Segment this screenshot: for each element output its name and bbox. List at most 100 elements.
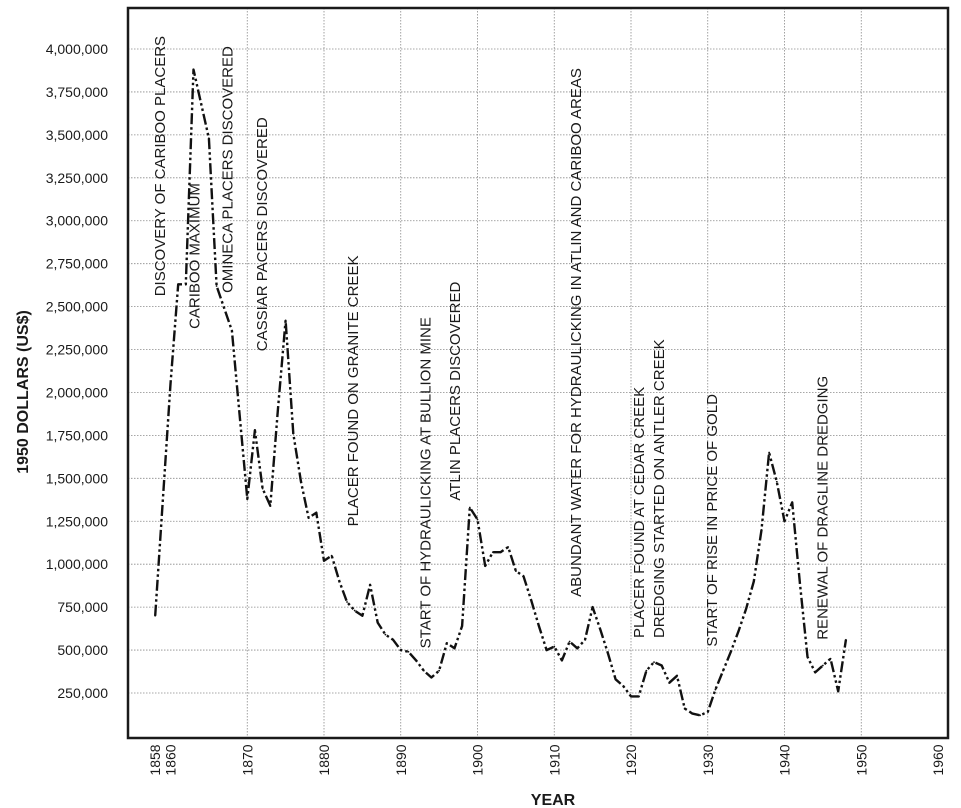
- x-tick-label: 1858: [147, 744, 163, 775]
- event-annotation: START OF HYDRAULICKING AT BULLION MINE: [418, 317, 435, 648]
- data-point: [576, 647, 579, 650]
- data-point: [476, 518, 479, 521]
- data-point: [714, 688, 717, 691]
- event-annotation: START OF RISE IN PRICE OF GOLD: [704, 394, 721, 647]
- y-tick-label: 2,250,000: [46, 342, 108, 358]
- data-point: [445, 642, 448, 645]
- data-point: [522, 575, 525, 578]
- data-point: [683, 707, 686, 710]
- data-point: [568, 640, 571, 643]
- data-point: [729, 650, 732, 653]
- y-tick-label: 3,250,000: [46, 170, 108, 186]
- y-tick-label: 4,000,000: [46, 41, 108, 57]
- x-tick-label: 1860: [163, 744, 179, 775]
- data-point: [599, 628, 602, 631]
- data-point: [376, 621, 379, 624]
- data-point: [783, 520, 786, 523]
- data-point: [837, 690, 840, 693]
- y-tick-label: 1,250,000: [46, 513, 108, 529]
- data-point: [622, 685, 625, 688]
- data-point: [691, 712, 694, 715]
- x-tick-label: 1870: [239, 744, 255, 775]
- data-point: [330, 554, 333, 557]
- data-point: [668, 681, 671, 684]
- data-point: [169, 382, 172, 385]
- data-point: [184, 283, 187, 286]
- data-point: [422, 669, 425, 672]
- data-point: [315, 511, 318, 514]
- x-tick-label: 1960: [930, 744, 946, 775]
- y-tick-label: 2,000,000: [46, 384, 108, 400]
- event-annotations: DISCOVERY OF CARIBOO PLACERS CARIBOO MAXI…: [152, 36, 831, 648]
- y-tick-label: 2,500,000: [46, 299, 108, 315]
- data-point: [231, 329, 233, 332]
- data-point: [545, 649, 548, 651]
- data-point: [760, 528, 763, 531]
- y-tick-label: 1,500,000: [46, 470, 108, 486]
- y-axis-ticks: 250,000 500,000 750,000 1,000,000 1,250,000 1…: [46, 41, 109, 701]
- data-point: [530, 599, 533, 602]
- x-tick-label: 1880: [316, 744, 332, 775]
- data-point: [630, 695, 632, 698]
- data-point: [699, 714, 701, 717]
- data-point: [676, 674, 678, 677]
- event-annotation: CASSIAR PACERS DISCOVERED: [254, 117, 271, 351]
- x-axis-ticks: 1858 1860 1870 1880 1890 1900 1910 1920 1930 1940…: [147, 744, 946, 775]
- plot-frame: [126, 6, 950, 740]
- data-point: [346, 601, 348, 603]
- data-point: [499, 551, 502, 554]
- data-point: [369, 583, 371, 586]
- x-tick-label: 1890: [393, 744, 409, 775]
- data-point: [514, 570, 517, 572]
- y-tick-label: 3,000,000: [46, 213, 108, 229]
- data-point: [284, 319, 287, 322]
- data-point: [645, 669, 648, 672]
- data-point: [461, 625, 464, 627]
- series: [154, 68, 848, 717]
- data-point: [338, 580, 341, 583]
- event-annotation: DREDGING STARTED ON ANTLER CREEK: [651, 339, 668, 638]
- data-point: [215, 285, 218, 287]
- y-tick-label: 1,000,000: [46, 556, 108, 572]
- data-point: [829, 657, 832, 660]
- data-point: [384, 633, 387, 636]
- y-tick-label: 2,750,000: [46, 256, 108, 272]
- data-point: [814, 671, 817, 674]
- x-tick-label: 1950: [853, 744, 869, 775]
- x-tick-label: 1920: [623, 744, 639, 775]
- data-point: [192, 68, 195, 71]
- data-point: [821, 664, 824, 667]
- event-annotation: OMINECA PLACERS DISCOVERED: [220, 46, 237, 293]
- data-point: [361, 614, 364, 617]
- y-tick-label: 3,750,000: [46, 84, 108, 100]
- data-point: [484, 565, 487, 567]
- data-point: [307, 516, 310, 519]
- data-point: [791, 501, 794, 504]
- series-line: [154, 68, 848, 717]
- y-axis-title: 1950 DOLLARS (US$): [15, 310, 32, 474]
- data-point: [269, 504, 272, 507]
- event-annotation: DISCOVERY OF CARIBOO PLACERS: [152, 36, 169, 296]
- data-point: [775, 480, 778, 483]
- event-annotation: RENEWAL OF DRAGLINE DREDGING: [814, 376, 831, 640]
- data-point: [468, 506, 471, 509]
- data-point: [399, 649, 402, 651]
- data-point: [653, 661, 655, 663]
- data-point: [660, 664, 663, 667]
- y-tick-label: 250,000: [57, 685, 108, 701]
- y-tick-label: 3,500,000: [46, 127, 108, 143]
- data-point: [453, 647, 456, 650]
- data-point: [438, 669, 441, 672]
- data-point: [254, 429, 256, 432]
- data-point: [614, 678, 617, 681]
- x-tick-label: 1930: [700, 744, 716, 775]
- data-point: [323, 559, 325, 562]
- data-point: [261, 487, 264, 490]
- data-point: [392, 638, 394, 641]
- data-point: [637, 695, 640, 698]
- data-point: [553, 645, 556, 648]
- data-point: [706, 710, 709, 713]
- y-tick-label: 750,000: [57, 599, 108, 615]
- event-annotation: ABUNDANT WATER FOR HYDRAULICKING IN ATLI…: [568, 68, 585, 597]
